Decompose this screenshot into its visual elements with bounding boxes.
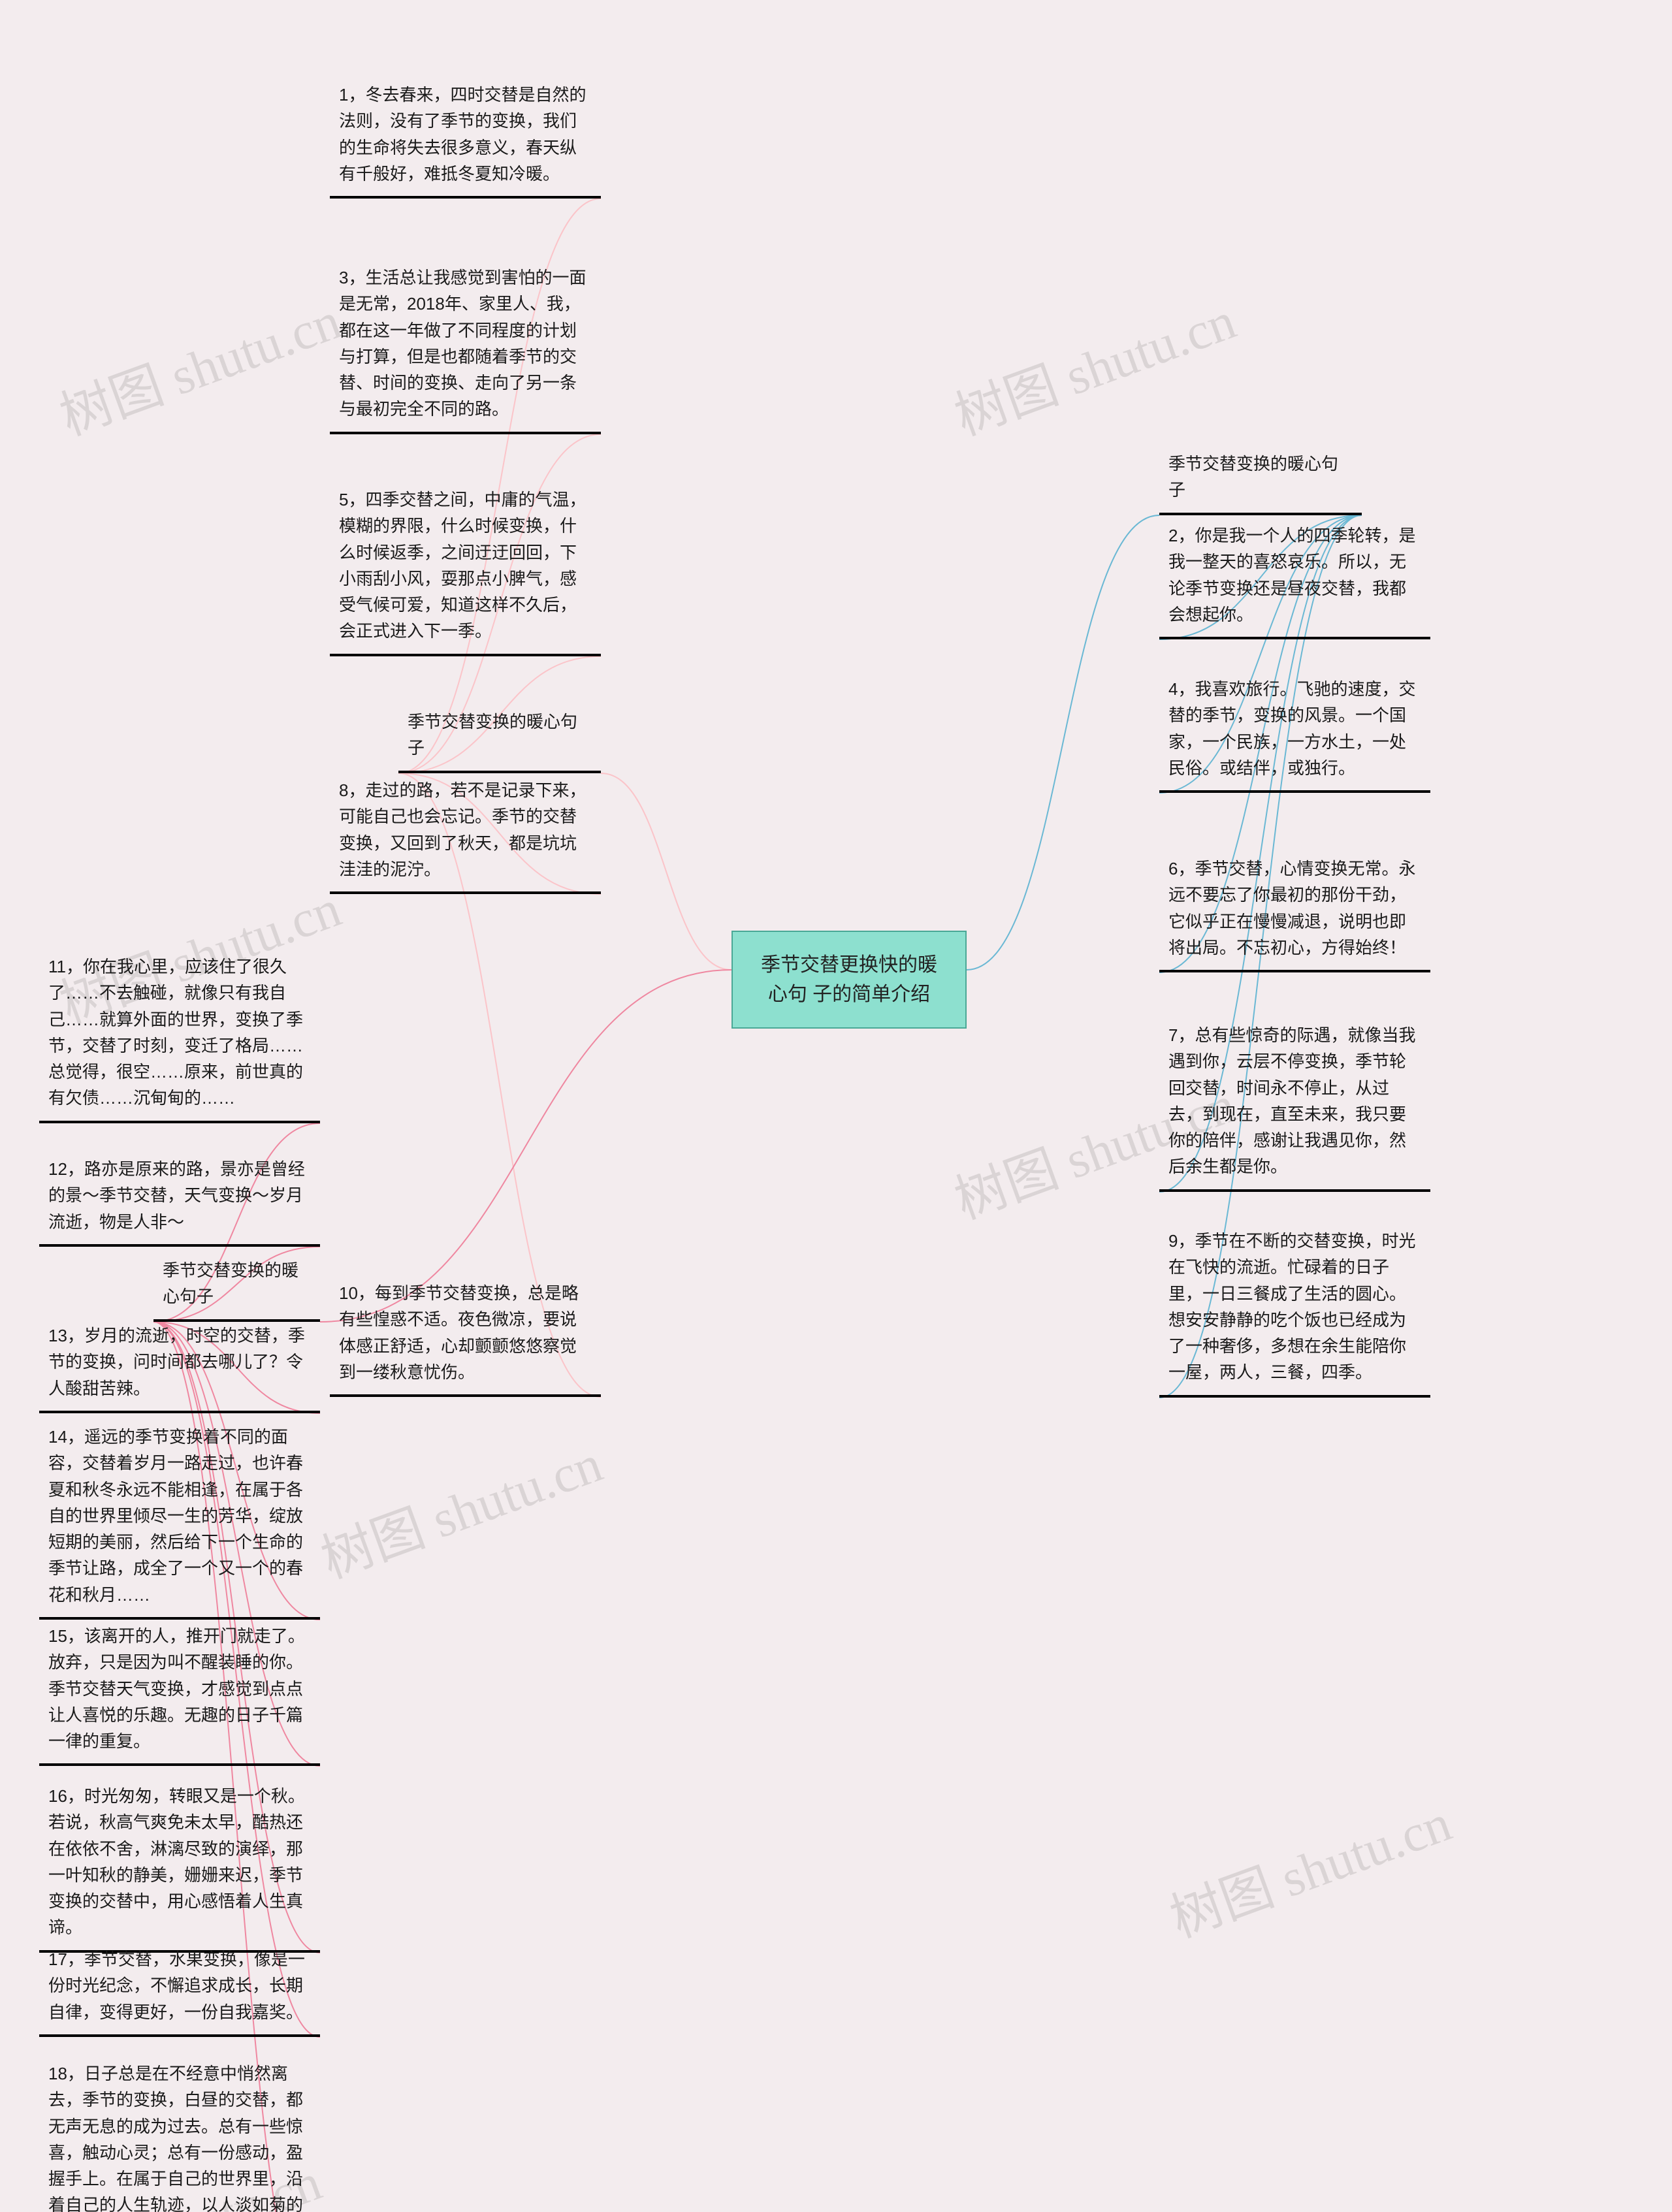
mindmap-node-ll18[interactable]: 18，日子总是在不经意中悄然离去，季节的变换，白昼的交替，都无声无息的成为过去。…	[39, 2054, 320, 2212]
mindmap-node-r6[interactable]: 6，季节交替，心情变换无常。永远不要忘了你最初的那份干劲，它似乎正在慢慢减退，说…	[1159, 849, 1430, 972]
mindmap-canvas: 季节交替更换快的暖心句 子的简单介绍 1，冬去春来，四时交替是自然的法则，没有了季…	[0, 0, 1672, 2212]
mindmap-node-r9[interactable]: 9，季节在不断的交替变换，时光在飞快的流逝。忙碌着的日子里，一日三餐成了生活的圆…	[1159, 1221, 1430, 1398]
mindmap-node-ll14[interactable]: 14，遥远的季节变换着不同的面容，交替着岁月一路走过，也许春夏和秋冬永远不能相逢…	[39, 1417, 320, 1620]
watermark: 树图 shutu.cn	[310, 1422, 611, 1594]
mindmap-node-lu8[interactable]: 8，走过的路，若不是记录下来，可能自己也会忘记。季节的交替变换，又回到了秋天，都…	[330, 771, 601, 894]
mindmap-node-lu1[interactable]: 1，冬去春来，四时交替是自然的法则，没有了季节的变换，我们的生命将失去很多意义，…	[330, 75, 601, 199]
watermark: 树图 shutu.cn	[1159, 1781, 1460, 1953]
mindmap-node-ll12[interactable]: 12，路亦是原来的路，景亦是曾经的景～季节交替，天气变换～岁月流逝，物是人非～	[39, 1149, 320, 1247]
branch-header-llH[interactable]: 季节交替变换的暖心句子	[153, 1251, 320, 1322]
mindmap-node-lu10[interactable]: 10，每到季节交替变换，总是略有些惶惑不适。夜色微凉，要说体感正舒适，心却颤颤悠…	[330, 1274, 601, 1397]
mindmap-node-r7[interactable]: 7，总有些惊奇的际遇，就像当我遇到你，云层不停变换，季节轮回交替，时间永不停止，…	[1159, 1016, 1430, 1192]
mindmap-node-ll13[interactable]: 13，岁月的流逝，时空的交替，季节的变换，问时间都去哪儿了？令人酸甜苦辣。	[39, 1316, 320, 1413]
mindmap-node-ll11[interactable]: 11，你在我心里，应该住了很久了……不去触碰，就像只有我自己……就算外面的世界，…	[39, 947, 320, 1123]
mindmap-node-lu3[interactable]: 3，生活总让我感觉到害怕的一面是无常，2018年、家里人、我，都在这一年做了不同…	[330, 258, 601, 434]
watermark: 树图 shutu.cn	[943, 279, 1244, 451]
mindmap-node-ll15[interactable]: 15，该离开的人，推开门就走了。放弃，只是因为叫不醒装睡的你。季节交替天气变换，…	[39, 1616, 320, 1766]
root-node[interactable]: 季节交替更换快的暖心句 子的简单介绍	[732, 931, 967, 1029]
watermark: 树图 shutu.cn	[48, 279, 349, 451]
mindmap-node-ll17[interactable]: 17，季节交替，水果变换，像是一份时光纪念，不懈追求成长，长期自律，变得更好，一…	[39, 1940, 320, 2037]
mindmap-node-ll16[interactable]: 16，时光匆匆，转眼又是一个秋。若说，秋高气爽免未太早，酷热还在依依不舍，淋漓尽…	[39, 1776, 320, 1953]
branch-header-luH[interactable]: 季节交替变换的暖心句子	[398, 702, 601, 773]
mindmap-node-r2[interactable]: 2，你是我一个人的四季轮转，是我一整天的喜怒哀乐。所以，无论季节变换还是昼夜交替…	[1159, 516, 1430, 639]
branch-header-rH[interactable]: 季节交替变换的暖心句子	[1159, 444, 1362, 515]
mindmap-node-r4[interactable]: 4，我喜欢旅行。飞驰的速度，交替的季节，变换的风景。一个国家，一个民族，一方水土…	[1159, 669, 1430, 793]
mindmap-node-lu5[interactable]: 5，四季交替之间，中庸的气温，模糊的界限，什么时候变换，什么时候返季，之间迂迂回…	[330, 480, 601, 656]
